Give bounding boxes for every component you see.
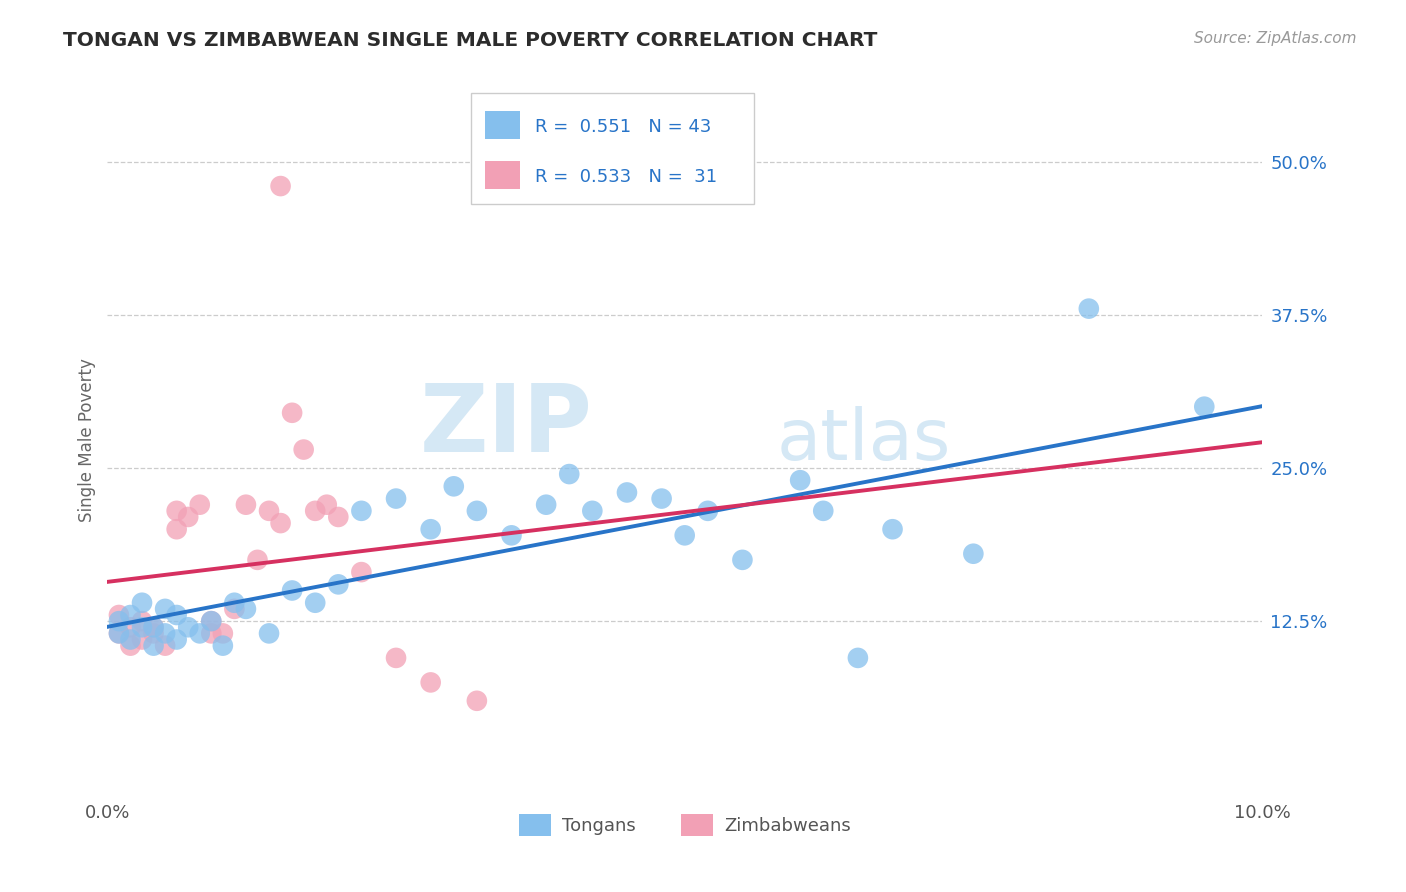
Point [962,547,984,561]
Point [813,504,835,518]
Point [108,626,131,640]
Point [200,614,222,628]
Point [177,620,200,634]
Point [534,498,557,512]
Point [315,498,337,512]
Point [281,583,304,598]
Text: R =  0.533   N =  31: R = 0.533 N = 31 [534,169,717,186]
Text: Source: ZipAtlas.com: Source: ZipAtlas.com [1194,31,1357,46]
Point [419,675,441,690]
Point [120,632,142,647]
Point [257,626,280,640]
Point [166,607,188,622]
Point [304,596,326,610]
Point [188,498,211,512]
Point [120,607,142,622]
Point [200,614,222,628]
Point [465,694,488,708]
Point [385,651,408,665]
Point [235,602,257,616]
Point [131,596,153,610]
Text: R =  0.551   N = 43: R = 0.551 N = 43 [534,118,711,136]
Point [131,632,153,647]
Point [142,639,165,653]
Point [120,620,142,634]
Point [696,504,718,518]
Point [651,491,673,506]
Point [1077,301,1099,316]
Point [304,504,326,518]
Point [581,504,603,518]
Point [270,516,292,530]
Point [224,602,246,616]
Point [166,504,188,518]
Text: TONGAN VS ZIMBABWEAN SINGLE MALE POVERTY CORRELATION CHART: TONGAN VS ZIMBABWEAN SINGLE MALE POVERTY… [63,31,877,50]
Point [882,522,904,536]
Point [1194,400,1216,414]
Text: atlas: atlas [778,406,952,475]
Point [328,577,350,591]
Point [108,607,131,622]
Point [270,179,292,194]
Text: ZIP: ZIP [419,380,592,472]
Point [328,510,350,524]
Point [731,553,754,567]
Point [224,596,246,610]
Bar [485,112,520,139]
Point [142,620,165,634]
Bar [485,161,520,189]
Point [385,491,408,506]
Point [465,504,488,518]
Point [558,467,581,481]
FancyBboxPatch shape [471,93,754,203]
Point [200,626,222,640]
Point [188,626,211,640]
Point [501,528,523,542]
Point [350,565,373,579]
Point [108,614,131,628]
Point [153,626,176,640]
Point [108,626,131,640]
Point [616,485,638,500]
Point [166,632,188,647]
Point [789,473,811,487]
Point [120,639,142,653]
Point [350,504,373,518]
Y-axis label: Single Male Poverty: Single Male Poverty [79,359,96,523]
Point [211,639,233,653]
Point [257,504,280,518]
Point [443,479,465,493]
Point [177,510,200,524]
Point [292,442,315,457]
Point [142,626,165,640]
Point [142,620,165,634]
Point [153,602,176,616]
Point [153,639,176,653]
Point [846,651,869,665]
Point [673,528,696,542]
Point [131,620,153,634]
Point [211,626,233,640]
Point [281,406,304,420]
Point [246,553,269,567]
Point [235,498,257,512]
Point [166,522,188,536]
Legend: Tongans, Zimbabweans: Tongans, Zimbabweans [512,807,858,844]
Point [419,522,441,536]
Point [131,614,153,628]
